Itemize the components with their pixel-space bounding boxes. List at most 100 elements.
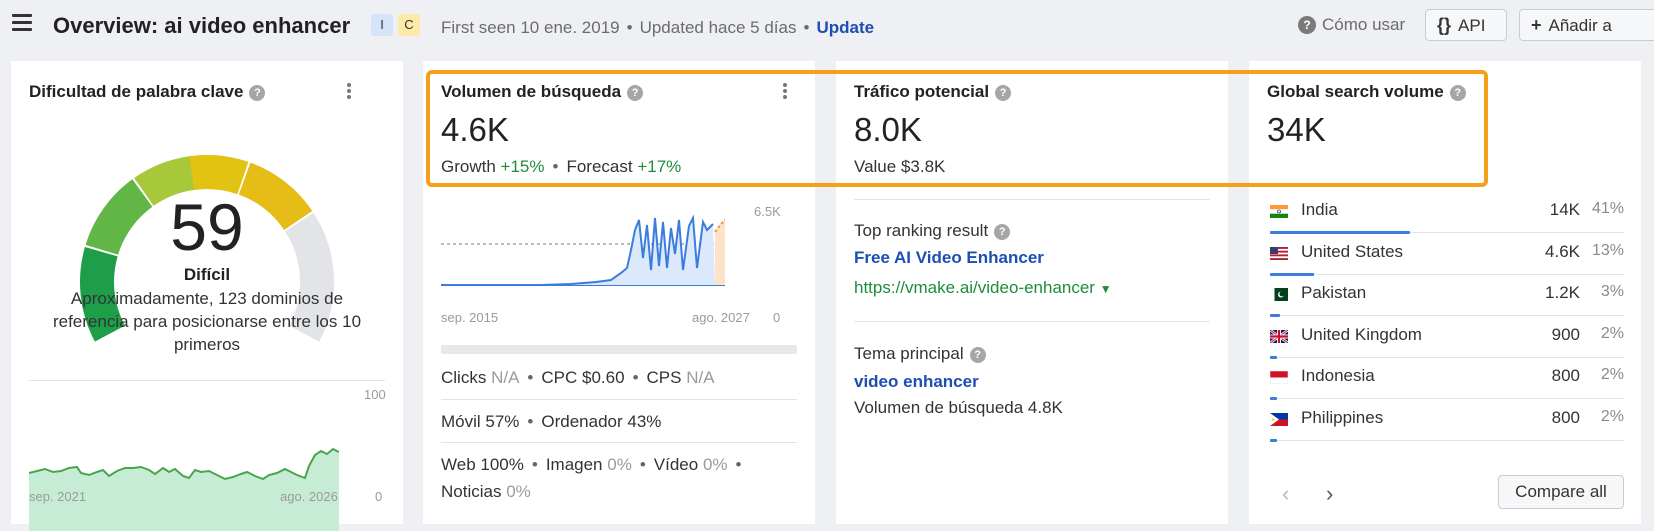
difficulty-history-chart	[29, 447, 339, 531]
card-title: Tráfico potencial?	[854, 82, 1012, 102]
share-bar	[1270, 272, 1315, 276]
country-row[interactable]: Pakistan 1.2K 3%	[1270, 283, 1624, 326]
country-row[interactable]: United Kingdom 900 2%	[1270, 325, 1624, 368]
country-share: 2%	[1600, 324, 1624, 342]
country-row[interactable]: Philippines 800 2%	[1270, 408, 1624, 451]
gauge-segment	[284, 212, 334, 342]
pakistan-flag-icon	[1270, 288, 1288, 301]
top-ranking-label: Top ranking result?	[854, 221, 1011, 241]
share-bar	[1270, 314, 1281, 317]
page-title: Overview: ai video enhancer	[53, 13, 351, 38]
topic-link[interactable]: video enhancer	[854, 372, 979, 391]
country-row[interactable]: United States 4.6K 13%	[1270, 242, 1624, 285]
traffic-value-line: Value $3.8K	[854, 157, 946, 176]
gauge-segment	[80, 247, 126, 342]
traffic-potential-value: 8.0K	[854, 111, 922, 148]
share-bar-track	[1270, 273, 1624, 275]
help-icon[interactable]: ?	[969, 347, 986, 363]
share-bar-track	[1270, 398, 1624, 399]
chevron-right-icon[interactable]: ›	[1326, 481, 1334, 506]
country-row[interactable]: India 14K 41%	[1270, 200, 1624, 243]
growth-line: Growth +15% • Forecast +17%	[441, 157, 682, 176]
intent-badge-commercial[interactable]: C	[398, 14, 420, 36]
difficulty-label: Difícil	[183, 265, 231, 284]
clicks-cpc-cps-row: Clicks N/A • CPC $0.60 • CPS N/A	[441, 368, 715, 387]
country-row[interactable]: Indonesia 800 2%	[1270, 366, 1624, 409]
country-share: 3%	[1600, 283, 1624, 300]
update-link[interactable]: Update	[816, 18, 875, 37]
page-header: Overview: ai video enhancer I C First se…	[0, 0, 1654, 52]
caret-down-icon: ▼	[1099, 282, 1112, 296]
share-bar	[1270, 397, 1277, 400]
add-to-button[interactable]: + Añadir a	[1519, 9, 1654, 41]
country-share: 2%	[1600, 407, 1624, 425]
device-split-row: Móvil 57% • Ordenador 43%	[441, 412, 662, 431]
country-volume: 1.2K	[1545, 283, 1580, 302]
search-volume-chart	[441, 214, 725, 286]
help-icon[interactable]: ?	[249, 85, 266, 101]
country-name: United Kingdom	[1301, 324, 1422, 344]
api-button[interactable]: {} API	[1425, 9, 1507, 41]
topic-volume: Volumen de búsqueda 4.8K	[854, 398, 1063, 417]
header-meta: First seen 10 ene. 2019 • Updated hace 5 d…	[441, 18, 875, 37]
search-volume-value: 4.6K	[441, 111, 509, 148]
serp-type-row: Web 100% • Imagen 0% • Vídeo 0% •	[441, 455, 742, 474]
us-flag-icon	[1270, 246, 1288, 260]
compare-all-button[interactable]: Compare all	[1498, 475, 1624, 509]
plus-icon: +	[1531, 15, 1542, 35]
india-flag-icon	[1270, 205, 1288, 218]
country-volume: 14K	[1549, 200, 1580, 219]
top-result-url-link[interactable]: https://vmake.ai/video-enhancer ▼	[854, 278, 1112, 297]
global-volume-value: 34K	[1267, 111, 1326, 148]
country-volume: 800	[1551, 366, 1580, 385]
search-volume-card: Volumen de búsqueda? 4.6K Growth +15% • Fo…	[423, 61, 815, 524]
global-volume-card: Global search volume? 34K India 14K 41% Uni…	[1249, 61, 1641, 524]
help-icon: ?	[1298, 16, 1316, 34]
share-bar-track	[1270, 356, 1624, 358]
help-icon[interactable]: ?	[1449, 85, 1466, 101]
uk-flag-icon	[1270, 329, 1288, 343]
more-options-icon[interactable]	[782, 83, 788, 101]
difficulty-description: Aproximadamente, 123 dominios de referen…	[52, 289, 362, 354]
country-name: Pakistan	[1301, 283, 1367, 302]
share-bar-track	[1270, 315, 1624, 316]
share-bar-track	[1270, 439, 1624, 441]
traffic-potential-card: Tráfico potencial? 8.0K Value $3.8K Top …	[836, 61, 1228, 524]
indonesia-flag-icon	[1270, 371, 1288, 384]
philippines-flag-icon	[1270, 412, 1288, 426]
share-bar-track	[1270, 232, 1624, 233]
menu-icon[interactable]	[12, 14, 32, 32]
help-icon[interactable]: ?	[995, 85, 1012, 101]
more-options-icon[interactable]	[346, 83, 352, 101]
gauge-segment	[189, 155, 249, 195]
card-title: Dificultad de palabra clave?	[29, 82, 266, 102]
how-to-link[interactable]: ? Cómo usar	[1298, 15, 1405, 35]
chart-scrollbar[interactable]	[441, 345, 797, 354]
help-icon[interactable]: ?	[994, 224, 1011, 240]
country-share: 2%	[1600, 366, 1624, 383]
share-bar	[1270, 355, 1277, 359]
difficulty-gauge	[80, 155, 334, 342]
updated-text: Updated hace 5 días	[639, 18, 797, 37]
intent-badge-informational[interactable]: I	[371, 14, 393, 36]
topic-label: Tema principal?	[854, 344, 986, 364]
card-title: Global search volume?	[1267, 82, 1466, 102]
country-share: 41%	[1591, 200, 1624, 217]
share-bar	[1270, 438, 1277, 442]
card-title: Volumen de búsqueda?	[441, 82, 644, 102]
country-name: United States	[1301, 241, 1404, 261]
news-row: Noticias 0%	[441, 482, 531, 501]
share-bar	[1270, 231, 1410, 234]
country-volume: 800	[1551, 407, 1580, 427]
keyword-difficulty-card: Dificultad de palabra clave? 59 Difícil …	[11, 61, 403, 531]
first-seen-text: First seen 10 ene. 2019	[441, 18, 620, 37]
country-name: India	[1301, 200, 1338, 219]
top-result-title-link[interactable]: Free AI Video Enhancer	[854, 248, 1044, 267]
help-icon[interactable]: ?	[627, 85, 644, 101]
difficulty-score: 59	[170, 190, 244, 264]
chevron-left-icon[interactable]: ‹	[1282, 481, 1290, 506]
country-volume: 4.6K	[1545, 241, 1580, 261]
country-share: 13%	[1591, 241, 1624, 259]
gauge-segment	[85, 179, 153, 256]
gauge-segment	[238, 162, 313, 231]
